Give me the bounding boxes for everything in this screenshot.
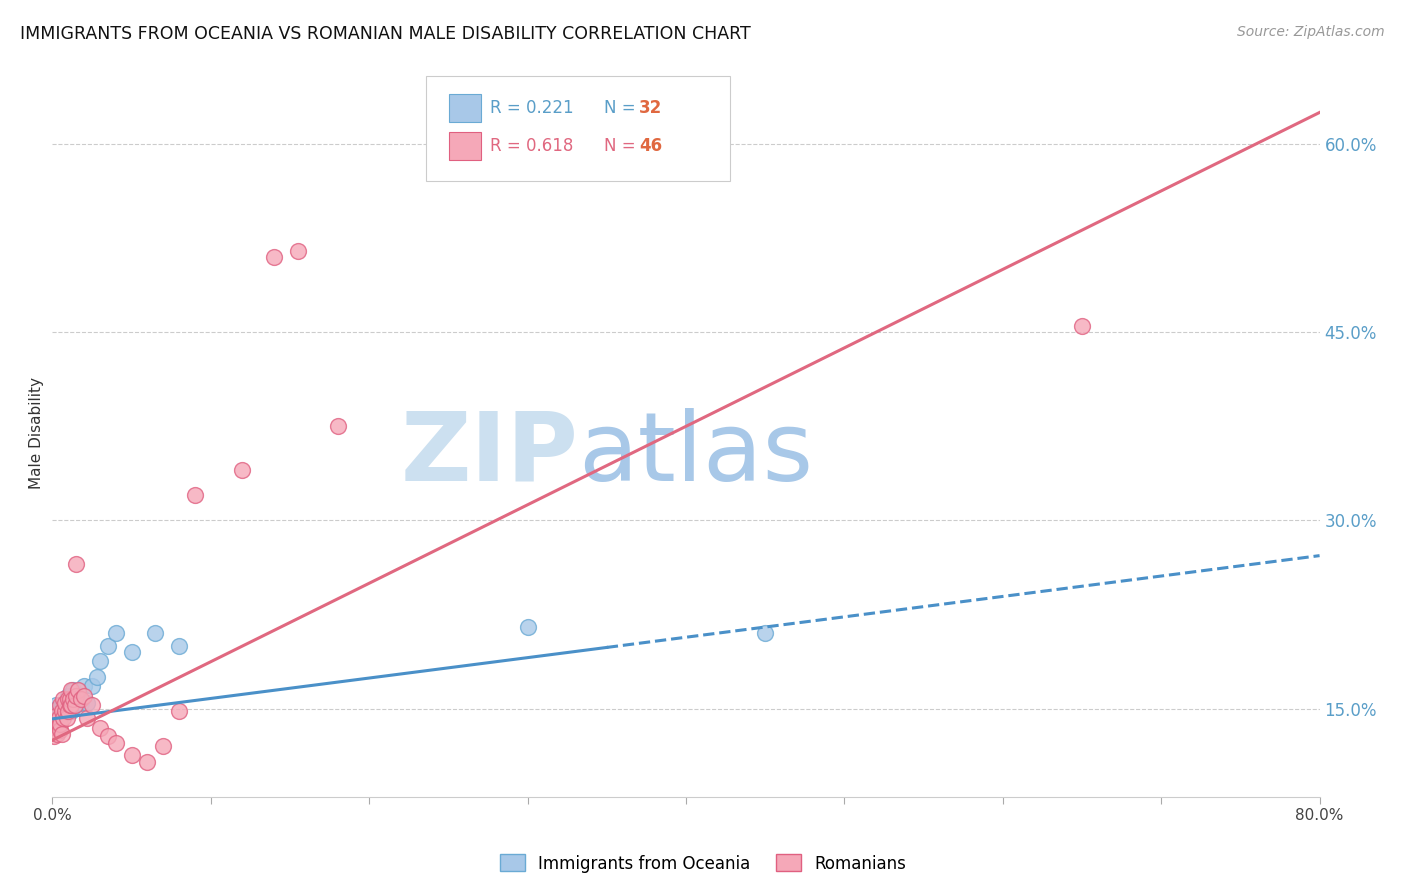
Point [62,683,84,698]
Text: 46: 46 [640,136,662,154]
Point [152,739,174,754]
Point [516,620,538,634]
Point [121,645,143,659]
Point [51,727,73,741]
Point [58,704,80,718]
Point [58,696,80,710]
Point [65,690,87,704]
FancyBboxPatch shape [449,94,481,121]
Text: N =: N = [603,136,641,154]
Point [65,690,87,704]
Point [231,463,253,477]
Point [89,721,111,735]
Point [51,704,73,718]
Point [80,679,103,693]
Point [263,250,285,264]
Text: R = 0.618: R = 0.618 [489,136,574,154]
Point [76,696,98,710]
Point [42,710,65,724]
Point [136,755,159,769]
Point [48,710,70,724]
Point [53,706,76,720]
Point [73,690,96,704]
Point [49,717,72,731]
Y-axis label: Male Disability: Male Disability [30,376,44,489]
Point [45,706,67,720]
Text: ZIP: ZIP [401,408,578,501]
Point [52,698,75,712]
Point [46,710,69,724]
Text: IMMIGRANTS FROM OCEANIA VS ROMANIAN MALE DISABILITY CORRELATION CHART: IMMIGRANTS FROM OCEANIA VS ROMANIAN MALE… [20,25,751,43]
Point [86,670,108,684]
Point [59,704,82,718]
FancyBboxPatch shape [449,132,481,160]
Point [104,736,127,750]
Text: Source: ZipAtlas.com: Source: ZipAtlas.com [1237,25,1385,39]
Point [63,698,86,712]
Point [167,639,190,653]
Point [66,683,89,698]
Point [59,698,82,712]
Point [52,710,75,724]
Point [104,626,127,640]
Point [49,708,72,723]
Text: 32: 32 [640,99,662,117]
Point [62,691,84,706]
Point [70,691,93,706]
Point [143,626,166,640]
Point [45,721,67,735]
Point [45,714,67,729]
Point [53,704,76,718]
Point [46,727,69,741]
Point [42,723,65,738]
Text: R = 0.221: R = 0.221 [489,99,574,117]
Point [48,717,70,731]
Point [287,244,309,258]
Point [55,698,77,712]
Point [97,730,120,744]
Point [58,691,80,706]
Point [1071,318,1094,333]
Point [97,639,120,653]
Point [326,419,349,434]
Text: atlas: atlas [578,408,814,501]
Point [73,679,96,693]
Point [754,626,776,640]
Point [49,698,72,712]
Point [46,708,69,723]
Point [46,702,69,716]
Point [59,691,82,706]
Point [66,696,89,710]
Point [184,488,207,502]
Point [60,704,83,718]
Point [58,690,80,704]
Text: N =: N = [603,99,641,117]
Point [167,704,190,718]
Point [63,698,86,712]
Point [121,748,143,763]
Point [60,698,83,712]
Point [52,691,75,706]
FancyBboxPatch shape [426,76,730,181]
Point [49,723,72,738]
Point [42,730,65,744]
Point [65,558,87,572]
Point [80,698,103,712]
Point [53,696,76,710]
Point [45,698,67,712]
Legend: Immigrants from Oceania, Romanians: Immigrants from Oceania, Romanians [494,847,912,880]
Point [48,721,70,735]
Point [55,710,77,724]
Point [70,696,93,710]
Point [89,654,111,668]
Point [60,683,83,698]
Point [51,698,73,712]
Point [76,710,98,724]
